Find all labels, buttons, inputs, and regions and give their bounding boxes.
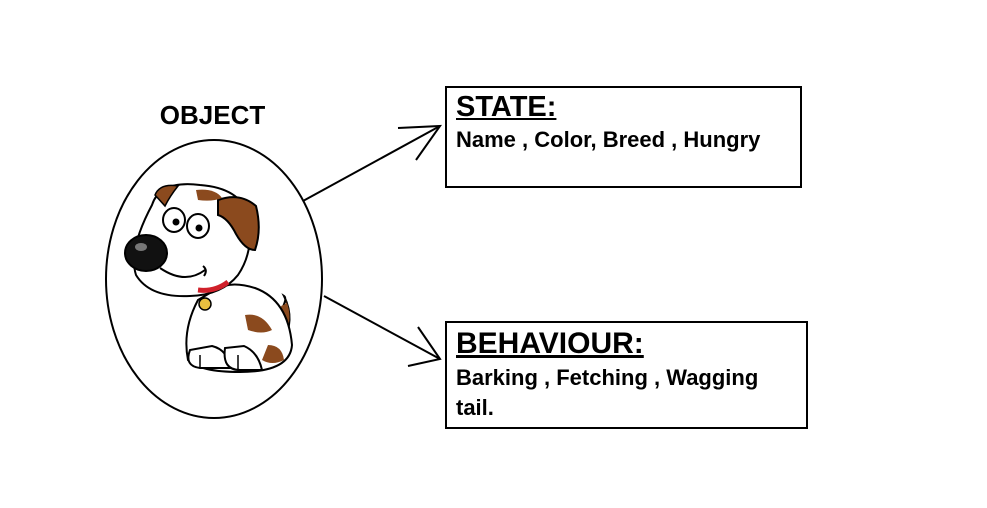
- dog-icon: [124, 183, 294, 374]
- behaviour-text: Barking , Fetching , Wagging tail.: [456, 365, 759, 420]
- arrow-to-behaviour: [323, 295, 442, 367]
- state-heading: STATE:: [456, 91, 557, 123]
- object-title: OBJECT: [159, 100, 266, 130]
- arrow-to-state: [302, 124, 442, 202]
- state-box: STATE: Name , Color, Breed , Hungry: [445, 86, 802, 188]
- behaviour-heading: BEHAVIOUR:: [456, 327, 644, 360]
- state-text: Name , Color, Breed , Hungry: [456, 127, 761, 152]
- behaviour-box: BEHAVIOUR: Barking , Fetching , Wagging …: [445, 321, 808, 429]
